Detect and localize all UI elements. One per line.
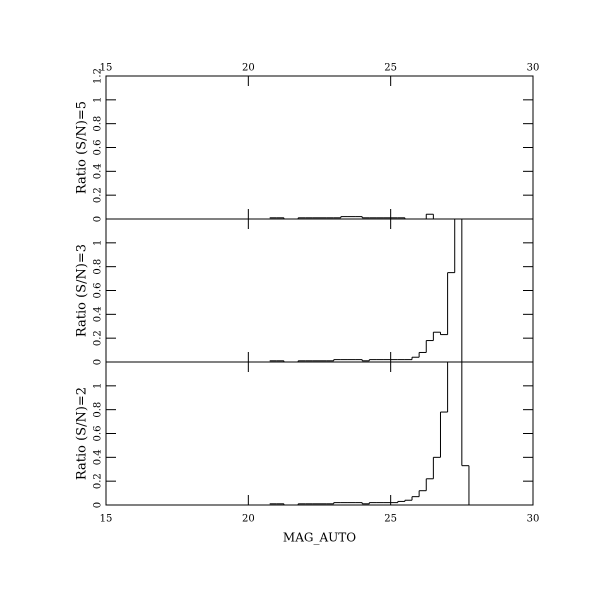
histogram: [269, 362, 477, 505]
y-tick-label: 0.4: [93, 449, 104, 465]
y-tick-label: 0.4: [93, 306, 104, 322]
histogram: [269, 213, 477, 219]
x-tick-label: 25: [384, 63, 397, 74]
y-tick-label: 0: [93, 359, 104, 365]
y-tick-label: 0: [93, 502, 104, 508]
y-tick-label: 0.8: [93, 116, 104, 132]
y-tick-label: 0.2: [93, 330, 104, 346]
y-tick-label: 0.6: [93, 283, 104, 299]
y-tick-label: 0.6: [93, 140, 104, 156]
y-tick-label: 1: [93, 240, 104, 246]
y-tick-label: 0.6: [93, 426, 104, 442]
y-axis-label: Ratio (S/N)=2: [75, 387, 90, 480]
y-tick-label: 0.8: [93, 259, 104, 275]
y-axis-label: Ratio (S/N)=3: [75, 244, 90, 337]
y-axis-label: Ratio (S/N)=5: [75, 101, 90, 194]
y-tick-label: 0.4: [93, 163, 104, 179]
x-axis-label: MAG_AUTO: [283, 531, 356, 545]
x-tick-label: 30: [527, 63, 540, 74]
x-tick-label: 15: [100, 63, 113, 74]
y-tick-label: 0.2: [93, 187, 104, 203]
x-tick-label: 20: [242, 514, 255, 525]
y-tick-label: 0: [93, 216, 104, 222]
y-tick-label: 1: [93, 97, 104, 103]
y-tick-label: 1: [93, 383, 104, 389]
x-tick-label: 15: [100, 514, 113, 525]
y-tick-label: 0.2: [93, 473, 104, 489]
frame: [105, 75, 534, 220]
x-tick-label: 30: [527, 514, 540, 525]
x-tick-label: 25: [384, 514, 397, 525]
y-tick-label: 0.8: [93, 402, 104, 418]
y-tick-label: 1.2: [93, 68, 104, 84]
x-tick-label: 20: [242, 63, 255, 74]
frame: [105, 218, 534, 363]
histogram: [269, 219, 477, 362]
